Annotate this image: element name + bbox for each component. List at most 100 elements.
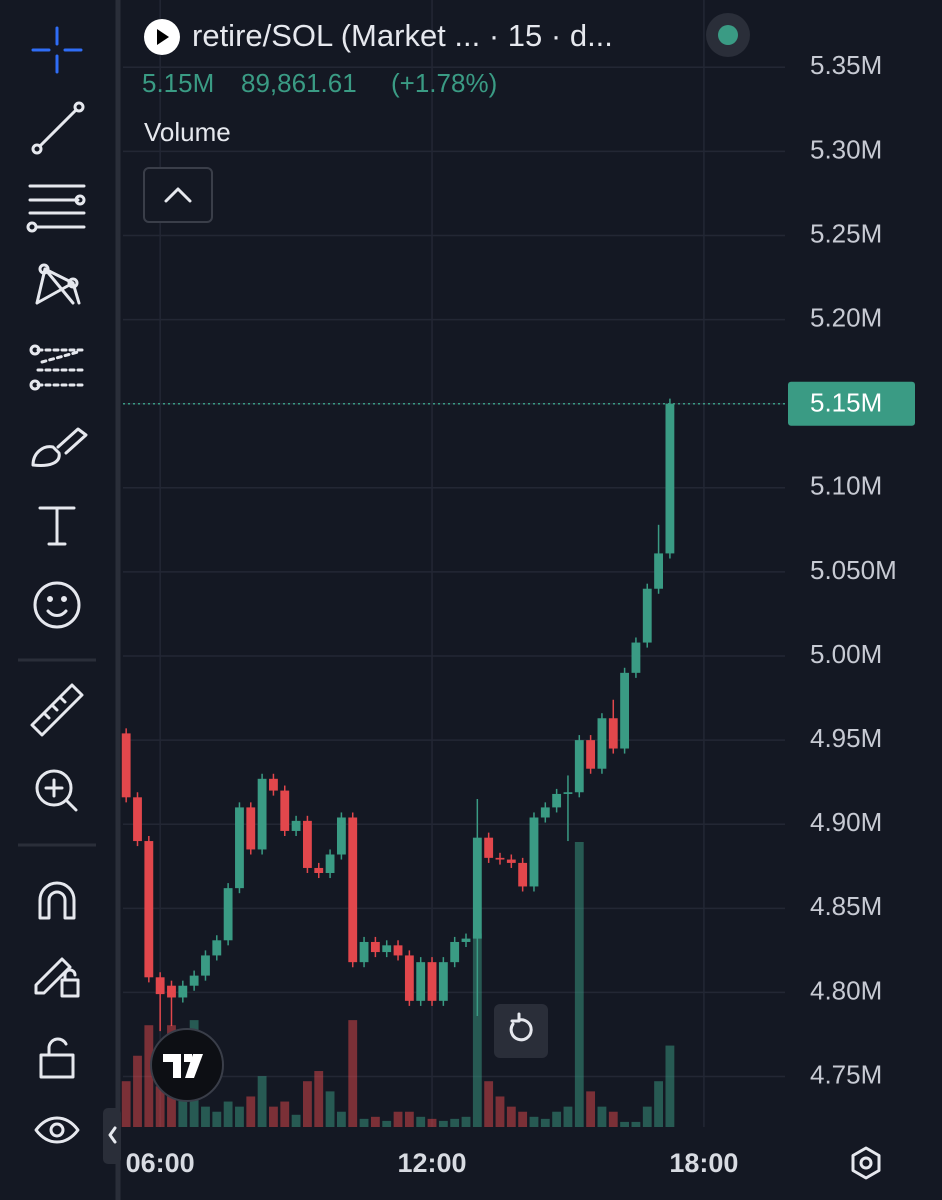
volume-bar — [336, 1111, 346, 1127]
candle-body — [438, 962, 448, 1001]
volume-bar — [597, 1106, 607, 1127]
emoji-tool[interactable] — [33, 581, 81, 629]
volume-bar — [416, 1116, 426, 1127]
y-tick-label: 5.050M — [810, 555, 897, 585]
volume-bar — [461, 1116, 471, 1127]
candle-body — [608, 718, 618, 749]
y-tick-label: 5.10M — [810, 471, 882, 501]
candle-body — [280, 790, 290, 831]
candle-body — [665, 403, 675, 554]
candle-body — [495, 857, 505, 860]
symbol-title[interactable]: retire/SOL (Market ... · 15 · d... — [192, 18, 613, 53]
volume-bar — [563, 1106, 573, 1127]
settings-button[interactable] — [851, 1146, 881, 1180]
brush-tool[interactable] — [31, 427, 88, 467]
x-tick-label: 18:00 — [669, 1148, 738, 1178]
candle-body — [597, 718, 607, 769]
candle-body — [257, 778, 267, 850]
candle-body — [359, 941, 369, 963]
volume-bar — [269, 1106, 278, 1127]
y-tick-label: 4.90M — [810, 807, 882, 837]
volume-bar — [235, 1106, 244, 1127]
candle-body — [506, 859, 516, 863]
y-tick-label: 5.00M — [810, 639, 882, 669]
volume-bar — [144, 1025, 154, 1127]
visibility-tool[interactable] — [34, 1116, 80, 1144]
candle-body — [336, 817, 346, 855]
volume-bar — [257, 1076, 267, 1127]
reset-icon — [509, 1012, 533, 1042]
volume-bar — [370, 1116, 380, 1127]
candle-body — [302, 820, 312, 868]
lock-draw-tool[interactable] — [34, 957, 80, 998]
candle-body — [235, 807, 244, 889]
candle-body — [291, 820, 301, 831]
candle-body — [269, 778, 278, 791]
volume-bar — [552, 1111, 562, 1127]
candle-body — [348, 817, 358, 963]
candle-body — [155, 977, 165, 995]
trendline-tool[interactable] — [31, 101, 85, 155]
fib-tool[interactable] — [26, 184, 86, 233]
volume-bar — [654, 1081, 663, 1127]
volume-bar — [427, 1118, 437, 1127]
y-tick-label: 5.25M — [810, 218, 882, 248]
volume-bar — [620, 1121, 630, 1127]
lock-tool[interactable] — [39, 1037, 75, 1079]
text-tool[interactable] — [38, 506, 76, 546]
symbol-logo-icon — [157, 29, 169, 45]
candle-body — [461, 938, 471, 942]
volume-bar — [608, 1111, 618, 1127]
y-tick-label: 4.80M — [810, 975, 882, 1005]
volume-bar — [438, 1120, 448, 1127]
y-tick-label: 4.95M — [810, 723, 882, 753]
volume-bar — [155, 1086, 165, 1127]
tradingview-logo[interactable] — [150, 1028, 224, 1102]
volume-bar — [642, 1106, 652, 1127]
y-tick-label: 4.85M — [810, 891, 882, 921]
candle-body — [450, 941, 460, 963]
volume-legend: Volume — [144, 117, 231, 147]
volume-bar — [506, 1106, 516, 1127]
volume-bar — [325, 1091, 335, 1127]
crosshair-tool[interactable] — [31, 26, 83, 74]
collapse-legend-button[interactable] — [143, 167, 213, 223]
candle-body — [631, 642, 641, 673]
volume-bar — [201, 1106, 210, 1127]
reset-button[interactable] — [494, 1004, 548, 1058]
candle-body — [552, 793, 562, 808]
candle-body — [642, 588, 652, 643]
forecast-tool[interactable] — [29, 344, 84, 391]
candle-body — [212, 940, 222, 956]
volume-bar — [133, 1055, 142, 1127]
candle-body — [484, 837, 494, 858]
volume-bar — [529, 1116, 539, 1127]
last-price-label: 5.15M — [810, 388, 882, 418]
candle-body — [382, 945, 392, 953]
volume-bar — [314, 1071, 324, 1127]
candle-body — [393, 945, 403, 956]
volume-bar — [495, 1096, 505, 1127]
candle-body — [529, 817, 539, 887]
candle-body — [586, 740, 596, 769]
candle-body — [223, 888, 233, 941]
candle-body — [574, 740, 584, 793]
y-tick-label: 5.35M — [810, 50, 882, 80]
ruler-tool[interactable] — [30, 683, 84, 737]
volume-bar — [359, 1118, 369, 1127]
candle-body — [189, 975, 199, 986]
volume-bar — [450, 1118, 460, 1127]
volume-bar — [484, 1081, 494, 1127]
magnet-tool[interactable] — [38, 881, 76, 920]
candle-body — [540, 807, 550, 818]
toolbar-bg — [0, 0, 116, 1200]
y-tick-label: 4.75M — [810, 1059, 882, 1089]
pattern-tool[interactable] — [35, 263, 81, 305]
volume-bar — [280, 1101, 290, 1127]
zoom-tool[interactable] — [35, 769, 78, 812]
volume-bar — [518, 1111, 528, 1127]
volume-bar — [665, 1045, 675, 1127]
candle-body — [518, 862, 528, 887]
